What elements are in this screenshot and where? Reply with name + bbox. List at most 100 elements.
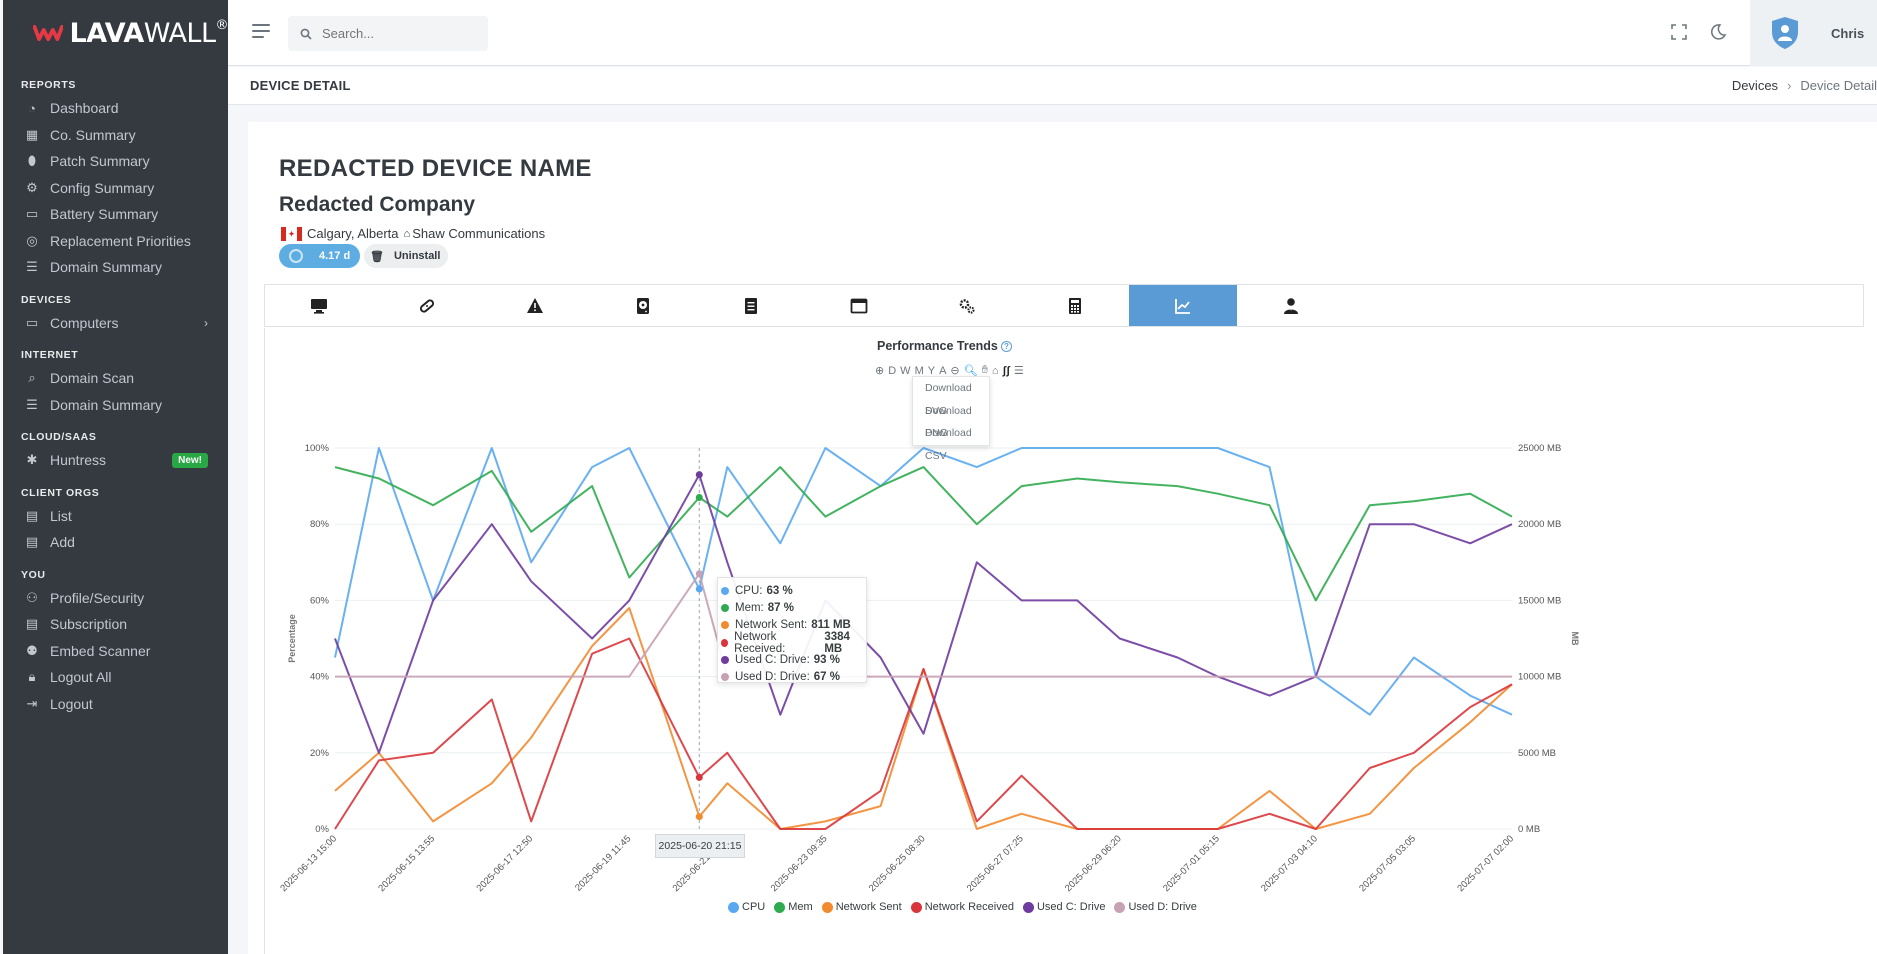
legend-label: Network Sent [835,901,902,913]
custom-reset-icon[interactable]: ʃʃ [1002,364,1010,377]
pan-hand-icon[interactable]: ✋︎ [981,364,988,376]
sidebar-item-label: Logout All [50,669,112,686]
search-icon [300,28,312,40]
tab-services[interactable] [913,285,1021,326]
zoom-all-button[interactable]: A [939,364,947,377]
tooltip-series-value: 87 % [767,601,794,614]
search-box[interactable] [288,16,488,51]
tab-alerts[interactable] [481,285,589,326]
selection-zoom-icon[interactable]: 🔍︎ [963,365,978,377]
sidebar-item-replacement-priorities[interactable]: ◎ Replacement Priorities [3,228,228,255]
tab-applications[interactable] [805,285,913,326]
menu-toggle-icon[interactable] [252,24,270,38]
zoom-in-icon[interactable]: ⊕ [875,365,885,377]
dark-mode-icon[interactable] [1709,23,1727,41]
tab-patches[interactable] [373,285,481,326]
chevron-right-icon: › [1787,78,1792,93]
warning-icon [527,297,543,313]
user-menu[interactable]: Chris [1750,0,1877,66]
sidebar-item-label: Embed Scanner [50,642,151,659]
sidebar-item-label: Patch Summary [50,153,150,170]
download-svg-item[interactable]: Download SVG [925,382,972,417]
page-title: DEVICE DETAIL [250,78,351,93]
sidebar-item-logout-all[interactable]: 🔒︎ Logout All [3,664,228,691]
zoom-out-icon[interactable]: ⊖ [950,365,960,377]
sidebar-item-domain-summary[interactable]: ☰ Domain Summary [3,392,228,419]
sidebar-item-label: Computers [50,314,119,331]
tab-disks[interactable] [589,285,697,326]
legend-item[interactable]: Used D: Drive [1114,901,1197,913]
sidebar-item-logout[interactable]: ⇥ Logout [3,691,228,718]
sidebar-item-config-summary[interactable]: ⚙ Config Summary [3,175,228,202]
reset-home-icon[interactable]: ⌂ [991,364,999,377]
sidebar-item-domain-scan[interactable]: ⌕ Domain Scan [3,365,228,392]
sidebar-item-label: Dashboard [50,100,119,117]
tab-users[interactable] [1237,285,1345,326]
isp-text: Shaw Communications [412,226,546,241]
zoom-year-button[interactable]: Y [927,364,936,377]
content-header: DEVICE DETAIL Devices › Device Detail [228,67,1877,105]
legend-item[interactable]: Network Received [910,901,1014,913]
receipt-icon: ▤ [25,616,39,632]
sidebar-item-domain-summary[interactable]: ☰ Domain Summary [3,254,228,281]
chart-canvas[interactable]: 0% 20% 40% 60% 80% 100% 0 MB 5000 MB 10000 MB 150… [265,328,1865,954]
sidebar-item-computers[interactable]: ▭ Computers › [3,310,228,337]
help-icon[interactable]: ? [1000,341,1012,353]
sidebar-item-add[interactable]: ▤ Add [3,529,228,556]
sidebar-item-profile-security[interactable]: ⚇ Profile/Security [3,585,228,612]
export-menu-icon[interactable]: ☰ [1013,365,1024,377]
legend-item[interactable]: CPU [728,901,765,913]
company-name: Redacted Company [279,193,476,216]
tab-performance[interactable] [1129,285,1237,326]
tab-calculator[interactable] [1021,285,1129,326]
device-actions: 4.17 d 🗑 Uninstall [279,244,449,268]
sidebar-item-label: Replacement Priorities [50,232,191,249]
search-input[interactable] [322,26,472,41]
logout-icon: ⇥ [26,695,38,711]
sidebar-item-co-summary[interactable]: ▦ Co. Summary [3,122,228,149]
zoom-month-button[interactable]: M [914,364,924,377]
cogs-icon [959,298,975,314]
sidebar-item-dashboard[interactable]: ◔ Dashboard [3,95,228,122]
window-icon [850,298,868,313]
series-dot [721,603,729,612]
uninstall-label: Uninstall [393,250,441,262]
x-tick-label: 2025-06-15 13:55 [376,833,437,894]
zoom-day-button[interactable]: D [888,364,897,377]
x-tick-label: 2025-06-13 15:00 [278,833,339,894]
device-location: ✦ Calgary, Alberta ⌂ Shaw Communications [281,226,545,241]
breadcrumb-devices-link[interactable]: Devices [1731,78,1779,93]
x-tick-label: 2025-07-05 03:05 [1357,833,1418,894]
document-icon [745,297,757,314]
gear-icon: ⚙ [26,179,38,195]
sidebar-item-label: Config Summary [50,179,155,196]
canada-flag-icon: ✦ [281,226,302,241]
legend-item[interactable]: Network Sent [821,901,902,913]
uptime-badge[interactable]: 4.17 d [279,244,360,268]
sidebar-item-huntress[interactable]: ✱ Huntress New! [3,447,228,474]
chart-toolbar: ⊕ D W M Y A ⊖ 🔍︎ ✋︎ ⌂ ʃʃ ☰ [875,364,1024,377]
sidebar-item-list[interactable]: ▤ List [3,503,228,530]
tooltip-row: Network Received: 3384 MB [718,631,866,655]
tooltip-series-value: 93 % [813,653,840,666]
fullscreen-icon[interactable] [1671,24,1687,40]
legend-item[interactable]: Mem [774,901,813,913]
org-list-icon: ▤ [25,507,39,523]
zoom-week-button[interactable]: W [900,364,911,377]
sidebar-item-battery-summary[interactable]: ▭ Battery Summary [3,201,228,228]
tab-hardware[interactable] [265,285,373,326]
download-csv-item[interactable]: Download CSV [925,427,972,462]
sidebar-item-label: List [50,507,72,524]
device-tabs [264,284,1864,327]
download-png-item[interactable]: Download PNG [925,404,972,440]
uninstall-button[interactable]: 🗑 Uninstall [364,244,449,268]
brand-logo[interactable]: LAVAWALL® [3,0,228,66]
chart-tooltip: CPU: 63 % Mem: 87 % Network Sent: 811 MB Netwo… [717,577,867,683]
tab-documents[interactable] [697,285,805,326]
legend-item[interactable]: Used C: Drive [1022,901,1105,913]
sidebar-item-patch-summary[interactable]: ⬮ Patch Summary [3,148,228,175]
desktop-icon [311,298,327,314]
sidebar-item-subscription[interactable]: ▤ Subscription [3,611,228,638]
sidebar-item-embed-scanner[interactable]: ⚉ Embed Scanner [3,638,228,665]
y-tick-label: 40% [310,672,330,683]
